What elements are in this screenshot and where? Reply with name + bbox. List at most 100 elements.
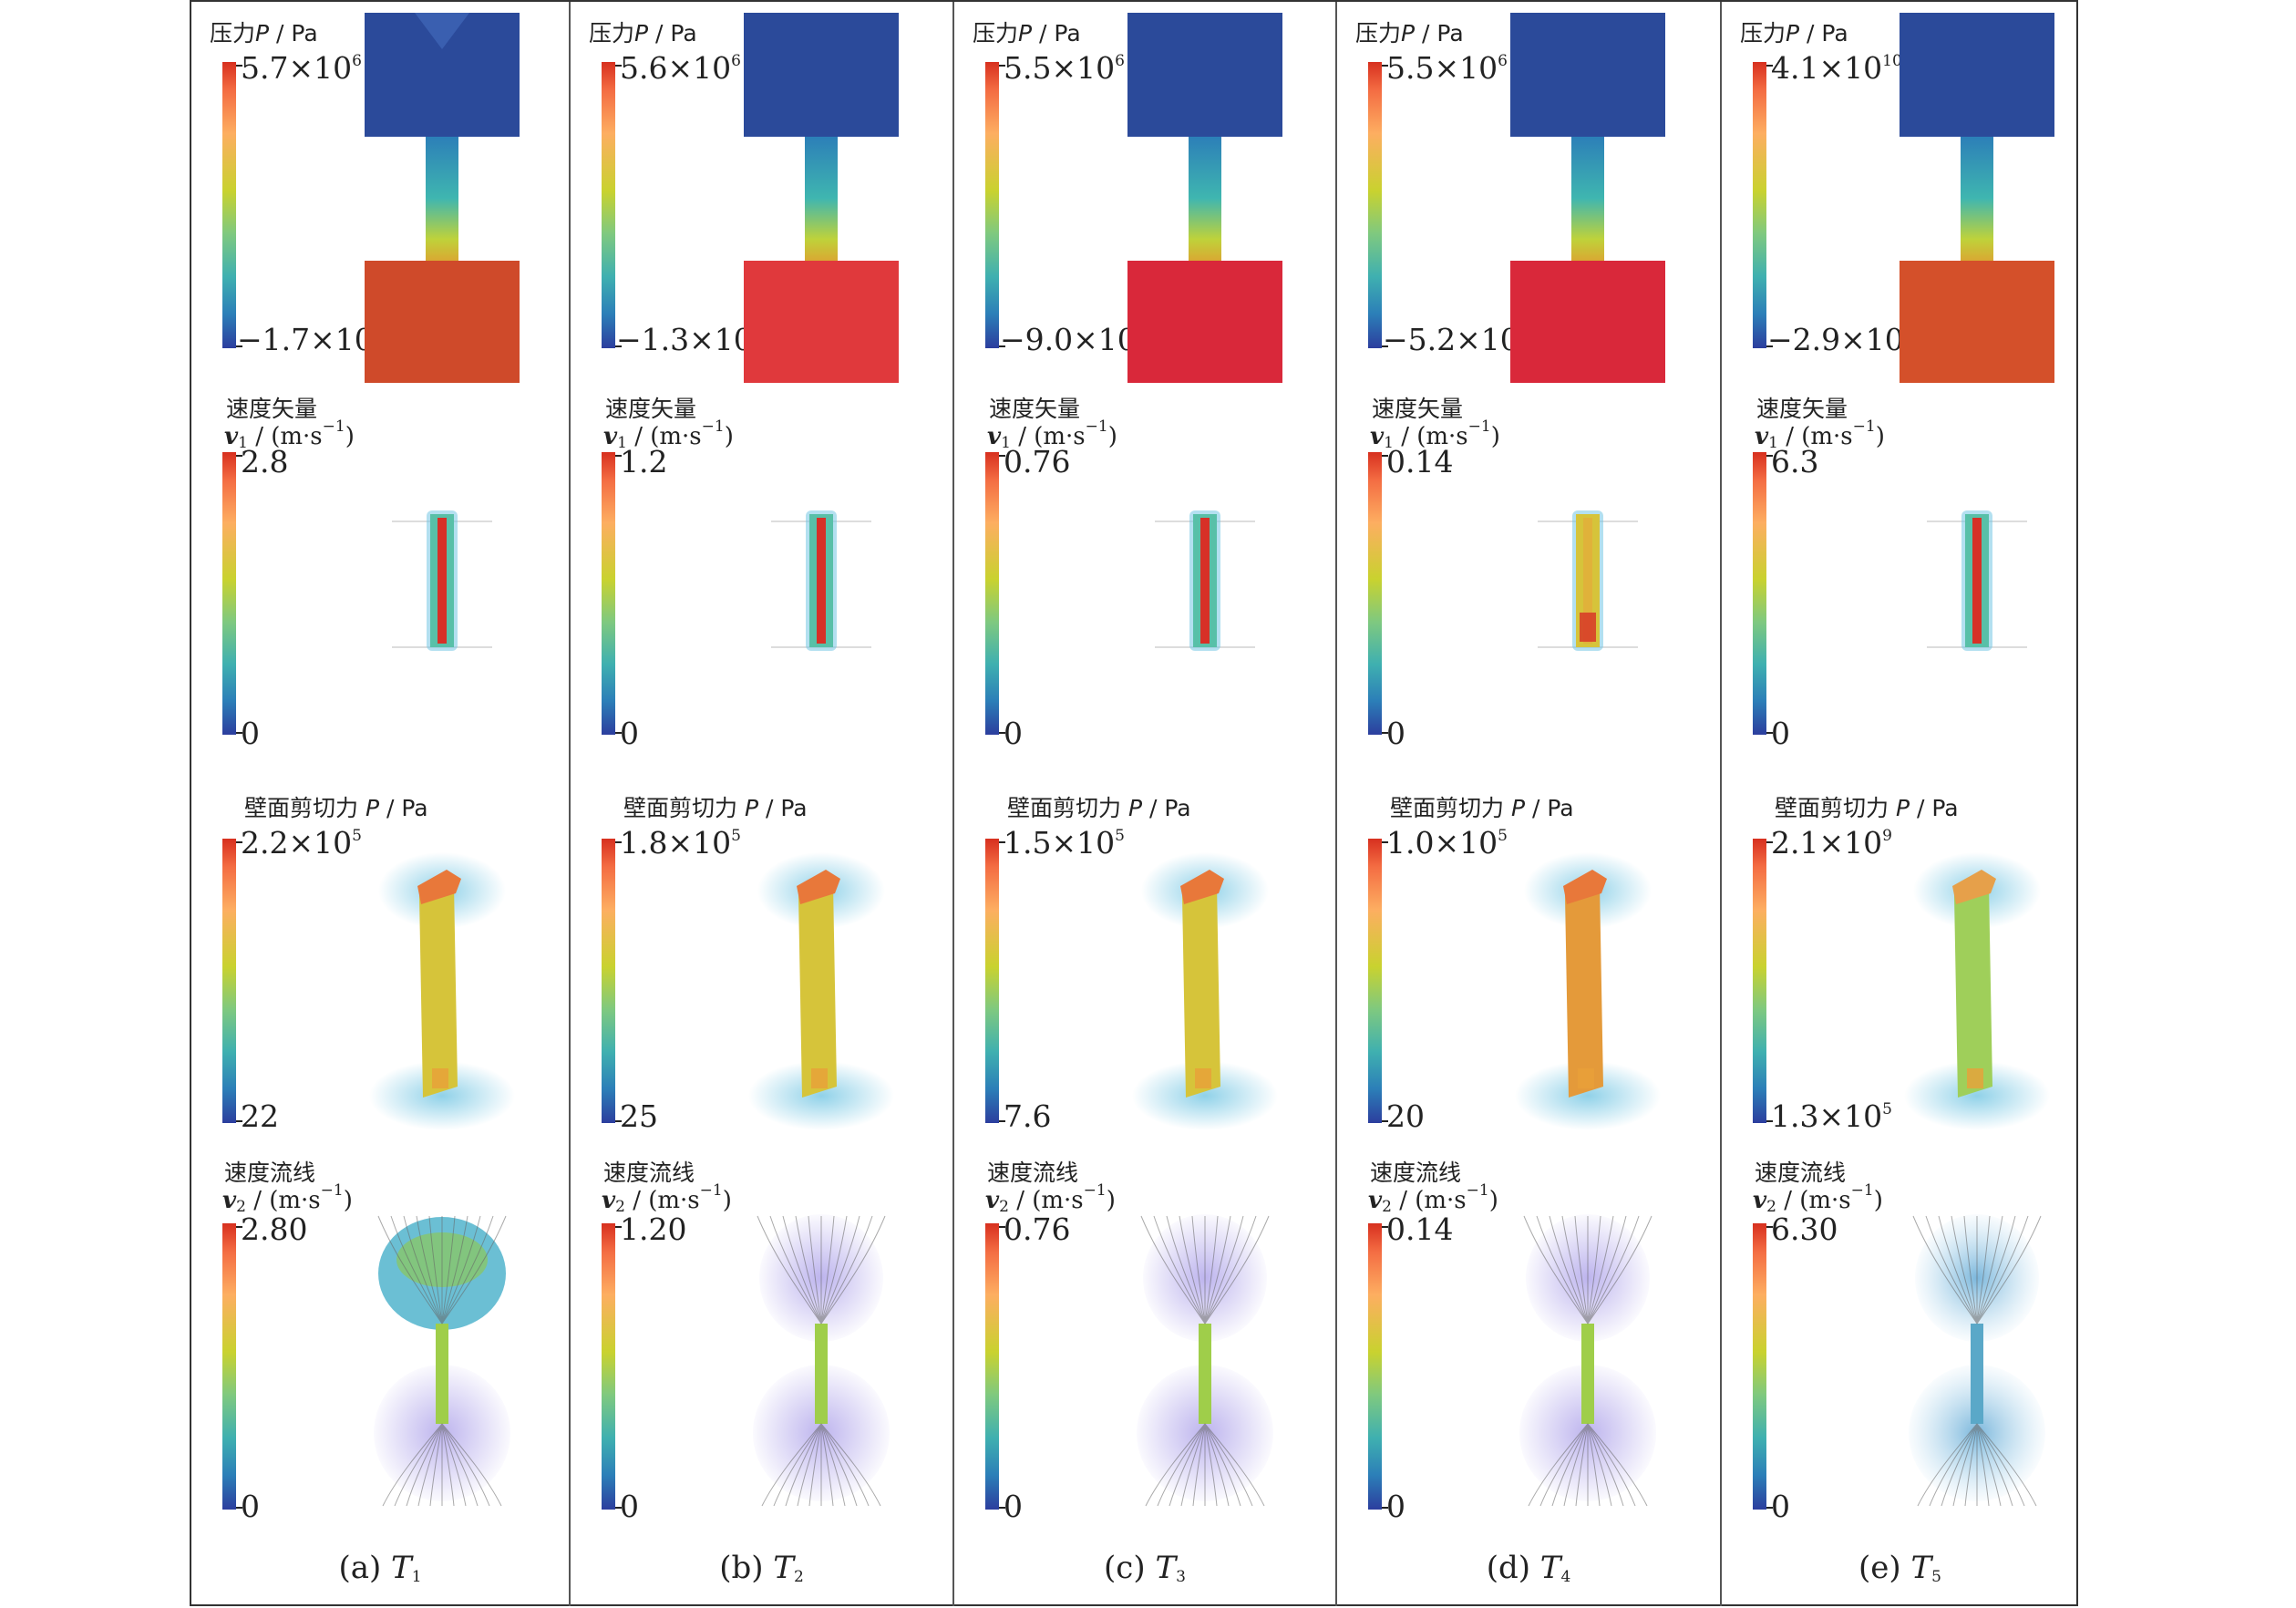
pressure-field xyxy=(365,13,520,383)
streamline-unit: v2 / (m·s−1) xyxy=(1753,1183,1883,1215)
velocity-unit-exp: −1 xyxy=(1467,417,1491,436)
column-t3: 压力P / Pa5.5×106−9.0×104速度矢量v1 / (m·s−1)0… xyxy=(954,2,1337,1606)
streamline-title: 速度流线 xyxy=(224,1161,315,1184)
velocity-unit-var: v xyxy=(1755,423,1769,450)
wall-shear-colorbar-tick-bottom xyxy=(1766,1120,1773,1122)
column-t2: 压力P / Pa5.6×106−1.3×105速度矢量v1 / (m·s−1)1… xyxy=(571,2,954,1606)
streamline-min-label: 0 xyxy=(1771,1491,1790,1521)
pressure-max-base: 5.5×10 xyxy=(1004,50,1116,86)
wall-shear-max-exp: 5 xyxy=(352,827,362,845)
velocity-vector-field xyxy=(392,510,492,651)
streamline-title-text: 速度流线 xyxy=(224,1160,316,1186)
streamline-unit-close: ) xyxy=(1873,1187,1883,1214)
pressure-colorbar-tick-bottom xyxy=(1382,345,1388,347)
wall-shear-colorbar-tick-bottom xyxy=(1382,1120,1388,1122)
velocity-vector-unit: v1 / (m·s−1) xyxy=(603,419,734,451)
pressure-colorbar-tick-top xyxy=(615,65,622,67)
velocity-vector-title: 速度矢量 xyxy=(1756,397,1848,420)
wall-shear-title-var: P xyxy=(1895,795,1910,821)
wall-shear-max-base: 1.0×10 xyxy=(1386,825,1498,861)
pressure-min-label: −1.7×105 xyxy=(237,325,384,355)
velocity-core xyxy=(438,518,447,644)
shear-shaft xyxy=(419,884,458,1098)
velocity-unit-exp: −1 xyxy=(1085,417,1108,436)
velocity-vector-unit: v1 / (m·s−1) xyxy=(224,419,355,451)
wall-shear-max-label: 2.1×109 xyxy=(1771,828,1892,858)
streamline-throat xyxy=(436,1324,448,1424)
streamline-unit-var: v xyxy=(985,1187,1000,1214)
streamline-min-label: 0 xyxy=(1004,1491,1023,1521)
streamline-max: 0.14 xyxy=(1386,1211,1454,1247)
velocity-vector-min: 0 xyxy=(1386,716,1405,751)
streamline-min-label: 0 xyxy=(241,1491,260,1521)
wall-shear-title: 壁面剪切力 P / Pa xyxy=(244,797,428,819)
wall-shear-title-var: P xyxy=(1127,795,1143,821)
velocity-vector-field xyxy=(1927,510,2027,651)
wall-shear-min-base: 1.3×10 xyxy=(1771,1098,1883,1134)
streamline-colorbar xyxy=(1753,1223,1766,1510)
velocity-vector-title-text: 速度矢量 xyxy=(1756,396,1848,422)
caption-prefix: (e) xyxy=(1858,1550,1911,1586)
velocity-core xyxy=(1583,518,1592,644)
wall-shear-max-base: 1.8×10 xyxy=(620,825,732,861)
streamline-unit-sub: 2 xyxy=(999,1198,1009,1216)
streamline-colorbar-tick-top xyxy=(999,1226,1005,1228)
streamline-unit: v2 / (m·s−1) xyxy=(1368,1183,1498,1215)
streamline-throat xyxy=(1581,1324,1594,1424)
wall-shear-title-unit: / Pa xyxy=(1910,795,1959,821)
pressure-max-exp: 6 xyxy=(352,52,362,70)
streamline-title-text: 速度流线 xyxy=(603,1160,695,1186)
wall-shear-field xyxy=(1132,852,1278,1130)
velocity-unit-exp: −1 xyxy=(322,417,345,436)
wall-shear-colorbar-tick-bottom xyxy=(999,1120,1005,1122)
pressure-max-base: 5.6×10 xyxy=(620,50,732,86)
streamline-colorbar-tick-top xyxy=(236,1226,242,1228)
pressure-title-var: P xyxy=(1401,20,1416,46)
streamline-unit-exp: −1 xyxy=(1466,1181,1489,1200)
wall-shear-min-base: 25 xyxy=(620,1098,658,1134)
throat xyxy=(1189,137,1221,273)
wall-shear-max-label: 2.2×105 xyxy=(241,828,362,858)
streamline-throat xyxy=(815,1324,828,1424)
pressure-colorbar xyxy=(1368,62,1382,348)
streamline-unit-sub: 2 xyxy=(615,1198,625,1216)
velocity-vector-max-label: 0.14 xyxy=(1386,447,1453,477)
wall-shear-title: 壁面剪切力 P / Pa xyxy=(1775,797,1959,819)
streamline-colorbar xyxy=(222,1223,236,1510)
velocity-vector-field xyxy=(1538,510,1638,651)
pressure-min-label: −9.0×104 xyxy=(1000,325,1147,355)
streamline-unit-close: ) xyxy=(1488,1187,1498,1214)
pressure-min-base: −1.3×10 xyxy=(616,322,753,357)
wall-shear-title-text: 壁面剪切力 xyxy=(1390,795,1511,821)
streamline-field xyxy=(1137,1214,1273,1507)
wall-shear-colorbar-tick-top xyxy=(999,841,1005,843)
pressure-title-var: P xyxy=(1018,20,1033,46)
streamline-colorbar xyxy=(985,1223,999,1510)
velocity-vector-min: 0 xyxy=(241,716,260,751)
pressure-title-text: 压力 xyxy=(589,20,635,46)
velocity-vector-colorbar xyxy=(222,452,236,735)
pressure-colorbar-tick-bottom xyxy=(236,345,242,347)
throat xyxy=(1961,137,1993,273)
lower-chamber xyxy=(744,261,899,383)
wall-shear-colorbar-tick-top xyxy=(615,841,622,843)
velocity-unit-var: v xyxy=(1370,423,1385,450)
wall-shear-min-label: 7.6 xyxy=(1004,1101,1051,1131)
caption-var: T xyxy=(773,1550,794,1586)
velocity-vector-min: 0 xyxy=(620,716,639,751)
streamline-field xyxy=(753,1214,890,1507)
velocity-vector-min-label: 0 xyxy=(1771,718,1790,748)
pressure-colorbar xyxy=(1753,62,1766,348)
pressure-colorbar-tick-top xyxy=(236,65,242,67)
wall-shear-colorbar xyxy=(985,839,999,1123)
velocity-unit-close: ) xyxy=(1490,423,1500,450)
caption-var: T xyxy=(1910,1550,1932,1586)
streamline-min-label: 0 xyxy=(1386,1491,1405,1521)
velocity-unit-rest: / (m·s xyxy=(626,423,702,450)
upper-chamber xyxy=(1510,13,1665,137)
wall-shear-colorbar-tick-top xyxy=(1382,841,1388,843)
pressure-max-base: 5.5×10 xyxy=(1386,50,1498,86)
streamline-field xyxy=(1909,1214,2045,1507)
velocity-vector-max-label: 0.76 xyxy=(1004,447,1070,477)
streamline-max-label: 0.76 xyxy=(1004,1214,1070,1244)
